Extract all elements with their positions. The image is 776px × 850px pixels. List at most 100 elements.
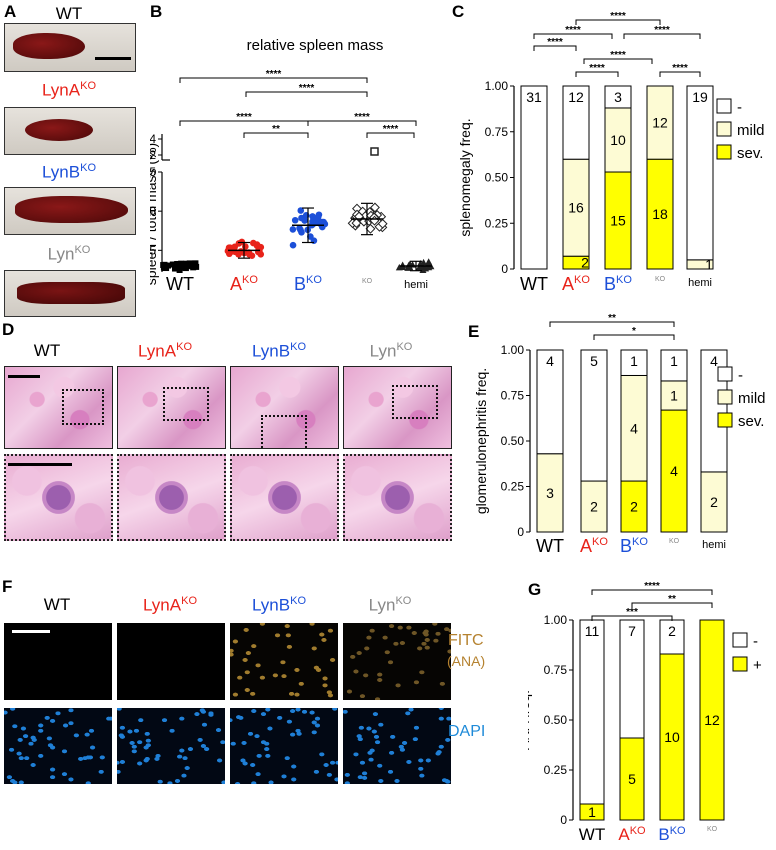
chart-b-point xyxy=(309,213,316,220)
chart-c-seg-mild xyxy=(562,158,590,257)
chart-e-seg-sev. xyxy=(660,409,688,533)
chart-g-bar-2: 10 2 xyxy=(659,619,685,821)
histo-header-3: LynKO xyxy=(369,341,413,361)
spleen-photo-lyn xyxy=(4,270,136,317)
histo-upper-0 xyxy=(4,366,113,449)
chart-c-count-label: 16 xyxy=(568,200,584,216)
chart-g-count-label: 7 xyxy=(628,623,636,639)
chart-g-bar-1: 57 xyxy=(619,619,645,821)
spleen-label-0: WT xyxy=(55,4,83,23)
chart-e-count-label: 4 xyxy=(630,420,638,436)
chart-e-sig-1-line xyxy=(593,334,675,340)
chart-g-seg-+ xyxy=(659,653,685,821)
spleen-lyna xyxy=(25,119,93,141)
ana-label: (ANA) xyxy=(447,653,486,669)
histo-header-0: WT xyxy=(33,341,61,360)
chart-b-point xyxy=(169,261,176,268)
chart-b-point xyxy=(192,260,199,267)
chart-b-point xyxy=(298,229,305,236)
dapi-label: DAPI xyxy=(448,723,486,740)
chart-b-ytick-label: 4 xyxy=(150,132,156,146)
chart-c-xlabel-1: AKO xyxy=(562,274,590,294)
fitc-image-1 xyxy=(117,623,225,700)
chart-b-group-4 xyxy=(395,258,435,273)
chart-c-sig-5-line xyxy=(575,71,619,77)
chart-c-bar-4: 1 19 xyxy=(686,85,714,272)
chart-e-legend-swatch-0 xyxy=(717,366,733,382)
chart-c-sig-3-line xyxy=(533,45,577,51)
chart-c-legend-swatch-1 xyxy=(716,121,732,137)
histo-zoom-box-2 xyxy=(261,415,307,448)
chart-b-point xyxy=(309,218,316,225)
chart-e-count-label: 4 xyxy=(546,353,554,369)
chart-b-point xyxy=(185,262,192,269)
spleen-photo-wt xyxy=(4,23,136,72)
chart-b-xlabel-0: WT xyxy=(166,274,194,294)
spleen-label-3: LynKO xyxy=(47,244,91,264)
panel-letter-g: G xyxy=(528,580,542,599)
chart-e-sig-1-label: * xyxy=(632,326,636,337)
chart-c-seg-mild xyxy=(604,107,632,173)
chart-g-count-label: 5 xyxy=(628,771,636,787)
scale-bar-a xyxy=(95,57,131,60)
chart-g-ytick-label: 0 xyxy=(560,813,567,827)
chart-b-sig-2-label: **** xyxy=(236,112,252,123)
chart-b-point xyxy=(365,223,376,234)
chart-g-count-label: 11 xyxy=(585,623,600,639)
chart-c-sig-0-label: **** xyxy=(610,11,626,22)
chart-c-bar-2: 15 10 3 xyxy=(604,85,632,270)
chart-e-ylabel: glomerulonephritis freq. xyxy=(473,368,489,514)
chart-c-count-label: 18 xyxy=(652,206,668,222)
chart-g-xlabel-3: KO xyxy=(707,826,718,833)
chart-c-count-label: 1 xyxy=(705,256,713,272)
chart-g-xlabel-1: AKO xyxy=(618,825,646,844)
chart-g-count-label: 10 xyxy=(664,729,680,745)
chart-g-sig-1-line xyxy=(631,602,713,608)
fitc-label: FITC xyxy=(448,632,484,649)
chart-e-legend-label-1: mild xyxy=(738,390,766,407)
chart-c-xlabel-4: hemi xyxy=(688,277,712,289)
chart-e-bar-4: 24 xyxy=(700,349,728,533)
chart-e-xlabel-2: BKO xyxy=(620,536,648,556)
chart-e-ytick-label: 0 xyxy=(517,525,524,539)
chart-c-sig-6-line xyxy=(659,71,701,77)
chart-c-sig-3-label: **** xyxy=(547,37,563,48)
panel-letter-b: B xyxy=(150,2,163,21)
chart-g-legend-swatch-1 xyxy=(732,656,748,672)
chart-g-bar-0: 111 xyxy=(579,619,605,821)
chart-e-ytick-label: 0.50 xyxy=(501,434,525,448)
chart-c-count-label: 12 xyxy=(652,115,668,131)
histo-upper-1 xyxy=(117,366,226,449)
chart-c-sig-2-line xyxy=(623,33,701,39)
chart-e-seg-mild xyxy=(580,480,608,533)
chart-e-seg-mild xyxy=(660,380,688,411)
chart-e-seg-- xyxy=(660,349,688,382)
histo-scale-bar-upper xyxy=(8,375,40,378)
chart-c-ytick-label: 1.00 xyxy=(485,79,509,93)
if-header-3: LynKO xyxy=(368,595,412,615)
chart-c-count-label: 12 xyxy=(568,89,584,105)
chart-e-bar-3: 4 1 1 xyxy=(660,349,688,533)
spleen-photo-lynb xyxy=(4,187,136,235)
chart-c-legend-swatch-0 xyxy=(716,98,732,114)
chart-b-sig-5-label: **** xyxy=(383,124,399,135)
chart-b-point xyxy=(231,243,238,251)
chart-e-count-label: 4 xyxy=(710,353,718,369)
spleen-label-2: LynBKO xyxy=(41,162,97,182)
if-header-1: LynAKO xyxy=(142,595,198,615)
histo-lower-1 xyxy=(117,454,226,541)
chart-g-sig-2-line xyxy=(591,615,673,621)
histo-upper-2 xyxy=(230,366,339,449)
chart-g-sig-0-line xyxy=(591,589,713,595)
spleen-lynb xyxy=(15,196,128,223)
chart-g-ytick-label: 1.00 xyxy=(544,613,568,627)
chart-g-ytick-label: 0.25 xyxy=(544,763,568,777)
dapi-image-3 xyxy=(343,708,451,784)
histo-scale-bar-lower xyxy=(8,463,72,466)
chart-e-count-label: 2 xyxy=(630,499,638,515)
chart-b-ytick-label: 2 xyxy=(150,148,156,162)
chart-e-count-label: 3 xyxy=(546,485,554,501)
chart-c-sig-1-label: **** xyxy=(565,25,581,36)
